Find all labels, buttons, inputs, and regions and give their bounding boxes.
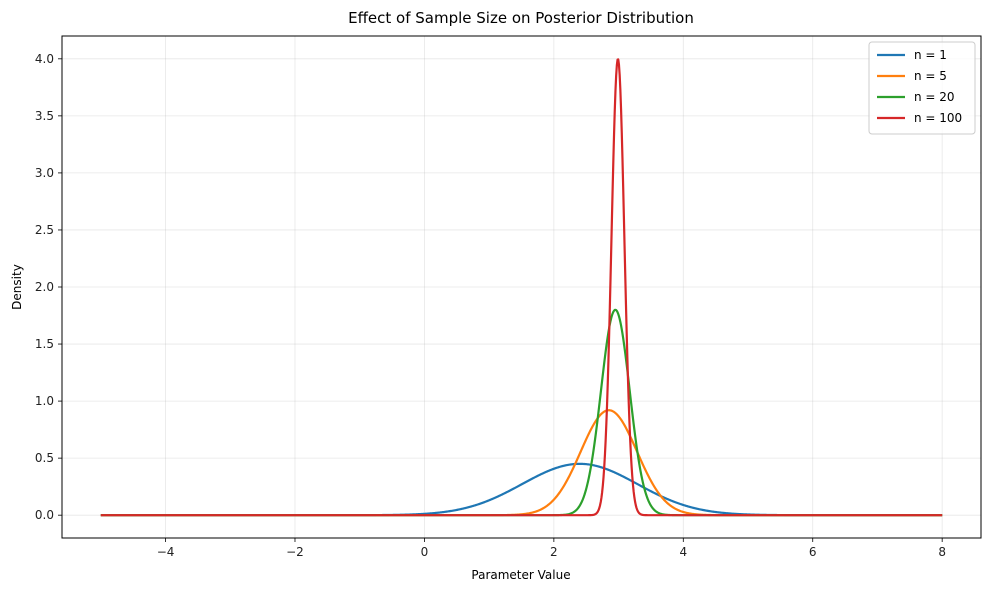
y-tick-label: 0.0 [35,508,54,522]
x-axis-title: Parameter Value [471,568,570,582]
y-tick-label: 2.0 [35,280,54,294]
legend-label: n = 20 [914,90,955,104]
axis-ticks: −4 −2 0 2 4 6 8 0.0 0.5 1.0 1.5 2.0 2.5 3.0 3.5 4.0 [35,52,946,559]
legend-label: n = 100 [914,111,962,125]
y-tick-label: 0.5 [35,451,54,465]
x-tick-label: 0 [421,545,429,559]
x-tick-label: −2 [286,545,304,559]
y-tick-label: 3.5 [35,109,54,123]
series-line [100,58,943,517]
y-axis-title: Density [10,264,24,310]
legend-label: n = 5 [914,69,947,83]
y-tick-label: 2.5 [35,223,54,237]
x-tick-label: 8 [938,545,946,559]
legend-label: n = 1 [914,48,947,62]
chart-title: Effect of Sample Size on Posterior Distr… [348,9,694,27]
x-tick-label: 4 [679,545,687,559]
x-tick-label: 6 [809,545,817,559]
y-tick-label: 4.0 [35,52,54,66]
series-lines [100,58,943,517]
y-tick-label: 3.0 [35,166,54,180]
legend: n = 1 n = 5 n = 20 n = 100 [868,41,976,135]
grid [62,36,981,538]
y-tick-label: 1.5 [35,337,54,351]
x-tick-label: 2 [550,545,558,559]
x-tick-label: −4 [157,545,175,559]
legend-box [868,41,976,135]
y-tick-label: 1.0 [35,394,54,408]
